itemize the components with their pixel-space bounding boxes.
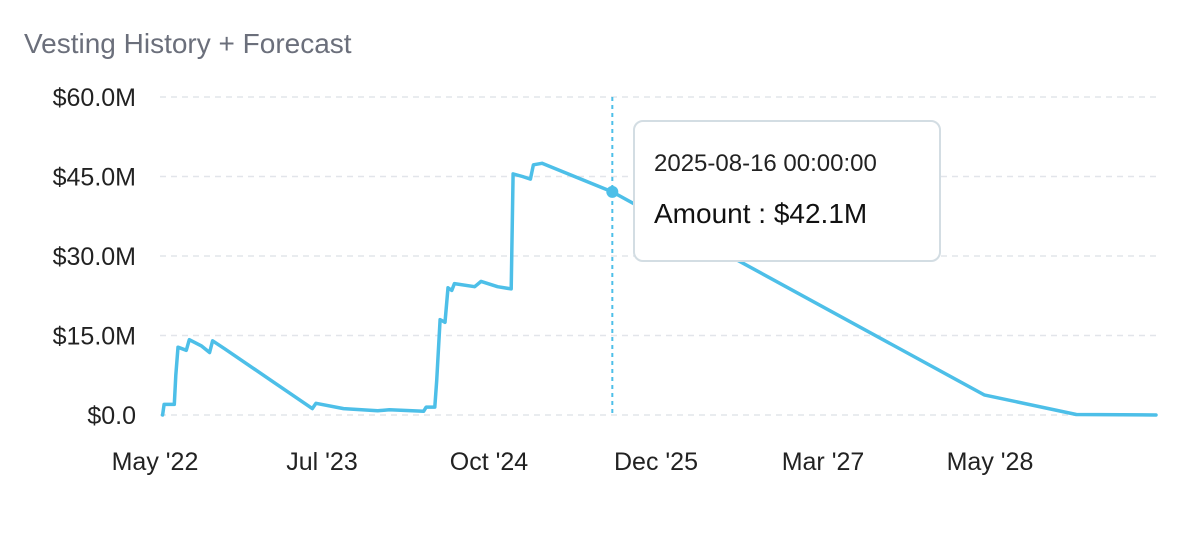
x-tick-label: Jul '23 (286, 448, 357, 476)
hover-point[interactable] (606, 185, 619, 198)
y-tick-label: $60.0M (53, 84, 136, 112)
x-tick-label: Oct '24 (450, 448, 529, 476)
y-tick-label: $0.0 (87, 402, 136, 430)
x-tick-label: May '22 (112, 448, 199, 476)
x-tick-label: May '28 (947, 448, 1034, 476)
chart-title: Vesting History + Forecast (24, 28, 352, 59)
y-tick-label: $15.0M (53, 323, 136, 351)
x-axis-ticks: May '22 Jul '23 Oct '24 Dec '25 Mar '27 May '… (112, 448, 1034, 476)
tooltip-amount: Amount : $42.1M (654, 198, 868, 229)
y-tick-label: $45.0M (53, 164, 136, 192)
x-tick-label: Dec '25 (614, 448, 698, 476)
tooltip-date: 2025-08-16 00:00:00 (654, 150, 877, 177)
y-axis-ticks: $0.0 $15.0M $30.0M $45.0M $60.0M (53, 84, 136, 430)
y-tick-label: $30.0M (53, 243, 136, 271)
tooltip: 2025-08-16 00:00:00 Amount : $42.1M (633, 120, 941, 262)
series-line-amount[interactable] (160, 161, 1158, 417)
x-tick-label: Mar '27 (782, 448, 865, 476)
